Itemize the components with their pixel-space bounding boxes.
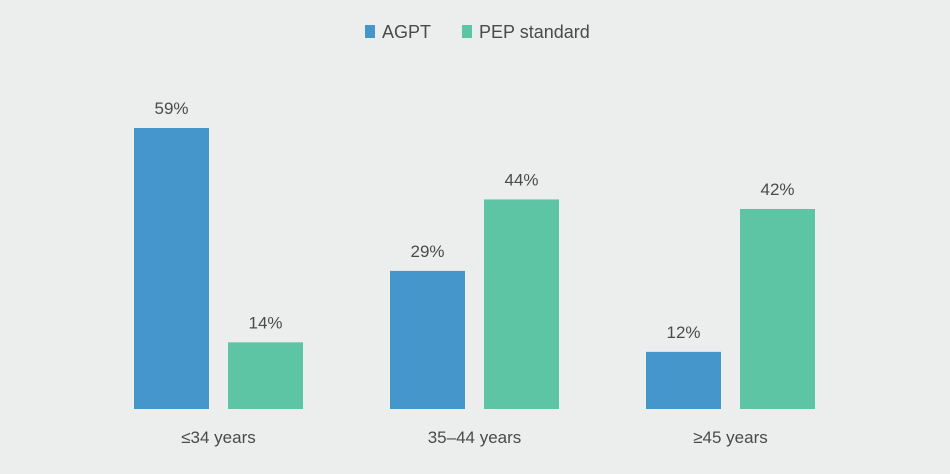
bar-agpt-3 [646, 351, 721, 409]
value-label-pep-standard-1: 14% [248, 313, 282, 332]
bar-agpt-2 [390, 270, 465, 409]
category-label-2: 35–44 years [428, 428, 522, 447]
value-labels: 59% 14% 29% 44% 12% 42% [154, 99, 794, 342]
bar-pep-standard-2 [484, 199, 559, 409]
category-label-1: ≤34 years [181, 428, 256, 447]
bars [134, 128, 815, 409]
legend-label-agpt: AGPT [382, 22, 431, 42]
value-label-agpt-3: 12% [666, 323, 700, 342]
category-label-3: ≥45 years [693, 428, 768, 447]
value-label-pep-standard-3: 42% [760, 180, 794, 199]
bar-agpt-1 [134, 128, 209, 409]
category-labels: ≤34 years 35–44 years ≥45 years [181, 428, 768, 447]
value-label-agpt-1: 59% [154, 99, 188, 118]
legend-swatch-pep-standard [462, 25, 472, 38]
legend-swatch-agpt [365, 25, 375, 38]
bar-pep-standard-1 [228, 342, 303, 409]
legend: AGPT PEP standard [365, 22, 590, 42]
bar-pep-standard-3 [740, 208, 815, 409]
value-label-agpt-2: 29% [410, 242, 444, 261]
value-label-pep-standard-2: 44% [504, 170, 538, 189]
legend-label-pep-standard: PEP standard [479, 22, 590, 42]
